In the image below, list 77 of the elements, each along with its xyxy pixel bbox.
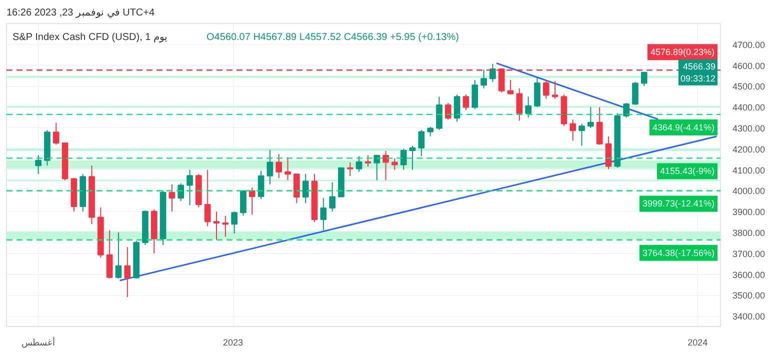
candlestick [364,154,372,168]
y-tick-label: 4600.00 [732,60,766,71]
candlestick [213,211,220,240]
y-tick-label: 4000.00 [732,186,766,196]
candlestick [542,79,550,100]
candlestick [320,197,327,231]
annotation: 09:33:12 [680,73,716,84]
candlestick [248,187,256,216]
candlestick [240,190,246,216]
y-tick-label: 3900.00 [732,207,766,218]
candlestick [409,145,416,170]
candlestick [52,122,60,146]
y-tick-label: 3800.00 [732,228,766,238]
candlestick [490,63,496,83]
candlestick [329,182,336,212]
y-tick-label: 3600.00 [732,270,766,280]
candlestick [578,123,585,146]
y-tick-label: 4500.00 [732,82,766,92]
candlestick [258,170,264,200]
candlestick [124,246,131,298]
ref-line-label: 4576.89(0.23%) [650,47,715,58]
candlestick [623,102,630,118]
candlestick [632,82,638,106]
x-tick-label: 2023 [223,338,244,348]
candlestick [596,106,603,146]
candlestick [382,150,389,181]
candlestick [400,148,407,170]
ref-line-label: 3999.73(-12.41%) [642,198,715,209]
candlestick [168,184,176,212]
candlestick [392,158,398,170]
candlestick [276,154,282,179]
candlestick [302,173,309,204]
candlestick [588,106,594,128]
candlestick [480,68,487,89]
candlestick [525,96,532,118]
candlestick [472,79,478,110]
candlestick [204,169,211,227]
text: في نوفمبر 23, 2023 16:26 UTC+4 [6,8,155,18]
y-tick-label: 4200.00 [732,144,766,154]
candlestick [178,182,184,202]
candlestick [222,215,229,238]
x-tick-label: أغسطس [21,336,56,348]
y-tick-label: 4700.00 [732,40,766,50]
candlestick [106,230,113,279]
text: O4560.07 H4567.89 L4557.52 C4566.39 +5.95 (+0.13%) [206,32,459,43]
candlestick [284,156,291,181]
y-tick-label: 4300.00 [732,123,766,134]
candlestick [436,96,442,131]
candlestick [356,156,362,172]
ref-line-label: 4155.43(-9%) [660,166,715,176]
x-tick-label: 2024 [688,338,708,348]
ref-line-label: 4364.9(-4.41%) [652,122,715,132]
candlestick [444,102,452,120]
y-tick-label: 4100.00 [732,165,766,176]
candlestick [231,211,238,234]
candlestick [294,173,300,204]
y-tick-label: 3700.00 [732,248,766,259]
candlestick [266,149,274,185]
candlestick [552,80,558,100]
candlestick [570,119,576,142]
annotation: 4566.39 [682,61,716,72]
candlestick [640,71,648,87]
y-tick-label: 4400.00 [732,102,766,113]
candlestick [186,169,193,206]
candlestick [427,126,434,137]
candlestick [374,154,380,181]
candlestick [418,130,425,157]
candlestick [534,77,540,108]
candlestick [454,94,460,122]
y-tick-label: 3400.00 [732,312,766,322]
y-tick-label: 3500.00 [732,290,766,301]
candlestick [115,232,122,279]
candlestick [35,154,42,174]
candlestick [516,88,523,122]
candlestick [462,94,470,111]
ref-line-label: 3764.38(-17.56%) [642,248,715,258]
text: S&P Index Cash CFD (USD), 1 يوم [12,32,168,43]
